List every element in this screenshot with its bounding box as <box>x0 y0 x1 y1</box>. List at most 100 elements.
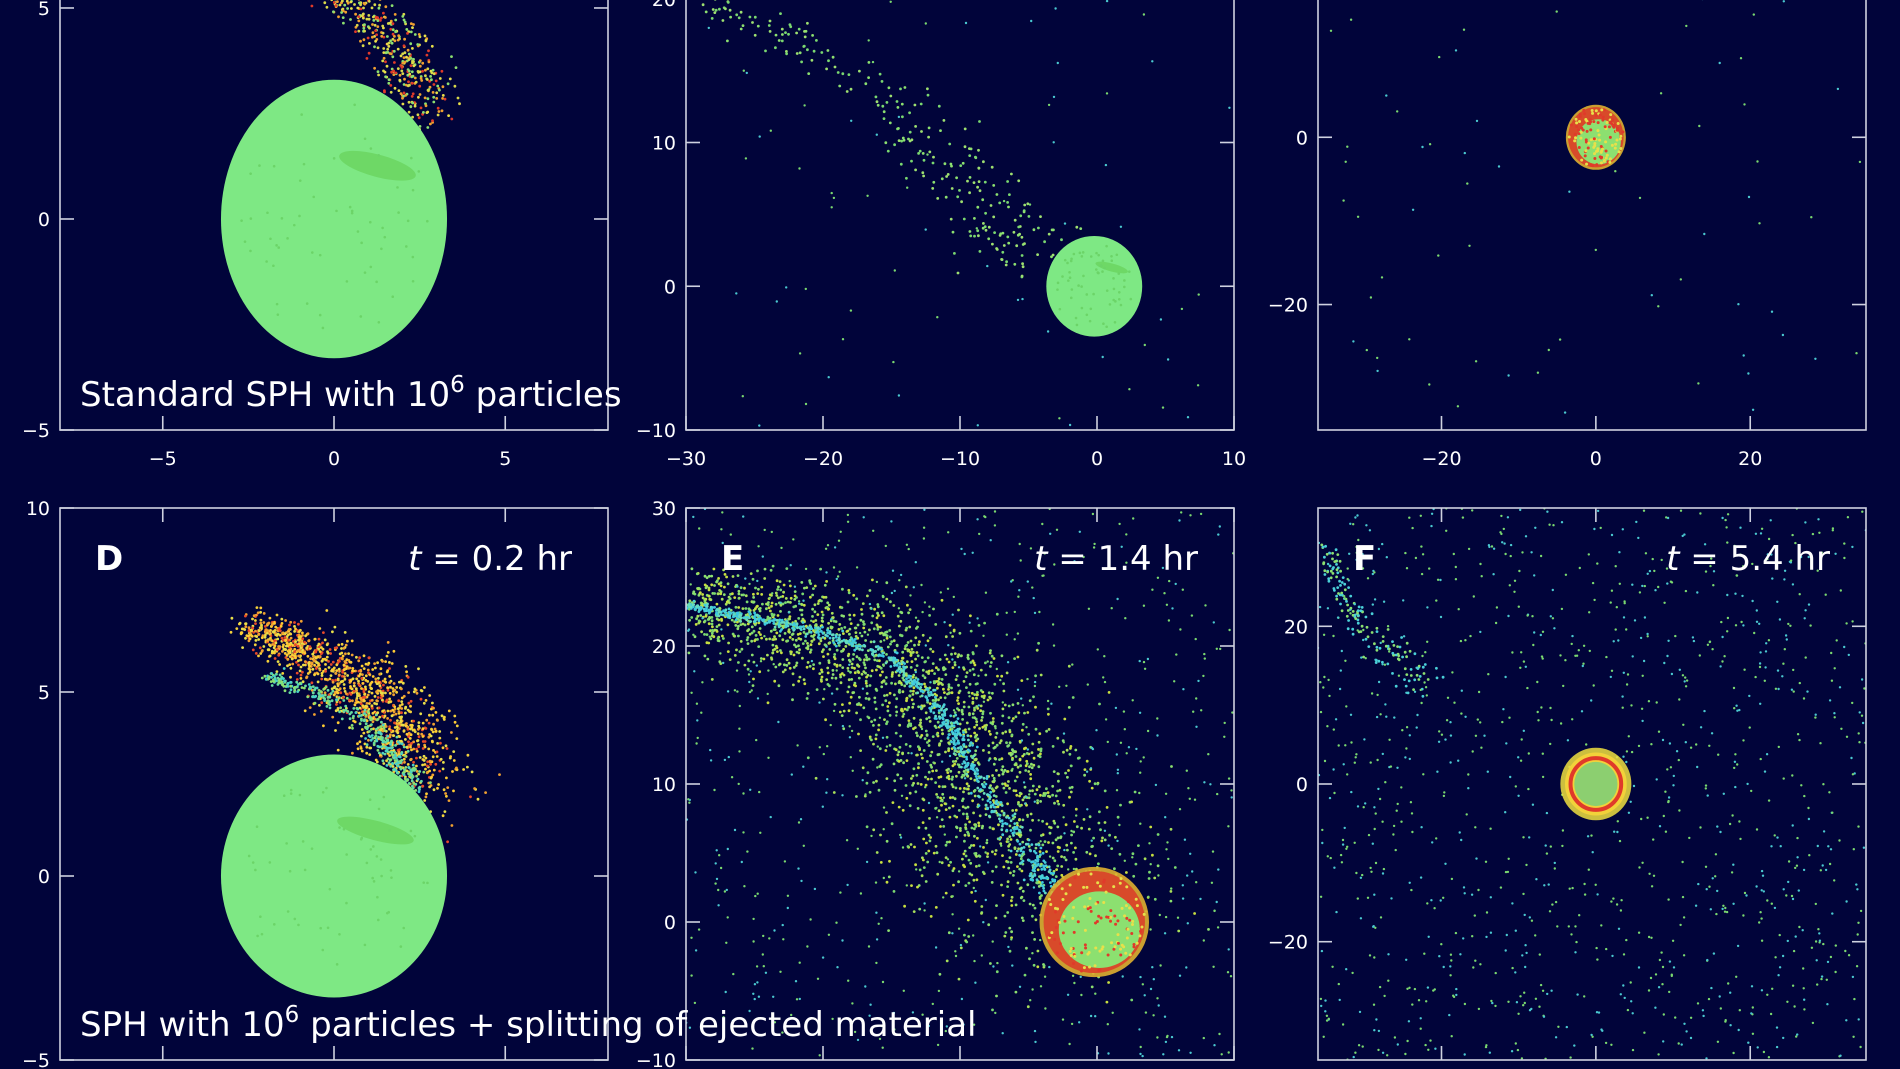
particle <box>1072 252 1076 256</box>
particle <box>303 709 307 713</box>
particle <box>947 683 951 687</box>
particle <box>739 586 743 590</box>
particle <box>342 699 346 702</box>
particle <box>834 676 838 680</box>
particle <box>828 641 832 645</box>
particle <box>1043 240 1046 244</box>
particle <box>1020 679 1024 682</box>
particle <box>1097 862 1100 866</box>
particle <box>306 695 310 699</box>
particle <box>666 600 669 603</box>
particle <box>947 931 951 935</box>
particle <box>940 803 943 807</box>
particle <box>249 217 253 220</box>
particle <box>1038 755 1042 759</box>
particle <box>336 678 340 682</box>
particle <box>1021 919 1025 922</box>
particle <box>1043 840 1047 843</box>
particle <box>1070 833 1073 837</box>
particle <box>345 901 348 905</box>
particle <box>960 710 964 714</box>
particle <box>1112 287 1116 291</box>
particle <box>251 861 255 864</box>
particle <box>1053 859 1057 863</box>
x-tick-label: 0 <box>1091 448 1103 470</box>
particle <box>1507 374 1510 377</box>
particle <box>388 727 391 731</box>
particle <box>1118 291 1121 294</box>
particle <box>852 593 856 597</box>
particle <box>658 593 661 596</box>
particle <box>436 742 439 745</box>
particle <box>919 718 922 722</box>
particle <box>357 714 361 718</box>
particle <box>996 674 999 678</box>
particle <box>798 675 802 679</box>
particle <box>447 709 451 713</box>
particle <box>1132 874 1136 878</box>
particle <box>735 648 738 652</box>
particle <box>377 73 380 77</box>
particle <box>445 747 449 750</box>
particle <box>1123 285 1126 289</box>
particle <box>1228 106 1231 110</box>
particle <box>1004 730 1008 734</box>
particle <box>408 72 412 76</box>
particle <box>882 117 886 120</box>
particle <box>391 22 395 26</box>
particle <box>710 574 714 578</box>
particle <box>411 784 414 788</box>
particle <box>292 640 295 643</box>
particle <box>452 759 456 762</box>
particle <box>421 61 425 65</box>
particle <box>323 638 327 642</box>
particle <box>810 58 814 62</box>
particle <box>765 607 768 611</box>
particle <box>299 619 303 623</box>
particle <box>408 774 412 777</box>
particle <box>855 703 859 706</box>
particle <box>866 594 869 598</box>
particle <box>973 794 977 798</box>
particle <box>945 657 949 661</box>
particle <box>330 669 333 673</box>
particle <box>690 616 694 619</box>
particle <box>318 695 322 698</box>
particle <box>1169 899 1173 903</box>
particle <box>419 697 423 701</box>
particle <box>318 627 322 630</box>
particle <box>302 663 305 667</box>
particle <box>282 794 286 798</box>
particle <box>659 617 662 620</box>
particle <box>1462 28 1466 31</box>
particle <box>677 608 680 611</box>
particle <box>453 84 457 88</box>
particle <box>321 791 325 794</box>
particle <box>804 287 807 291</box>
particle <box>1014 763 1018 767</box>
particle <box>977 148 980 152</box>
particle <box>696 587 700 591</box>
particle <box>355 677 359 681</box>
particle <box>953 661 957 664</box>
particle <box>410 776 414 780</box>
particle <box>777 39 781 42</box>
particle <box>436 719 439 722</box>
particle <box>278 633 282 637</box>
particle <box>713 584 716 587</box>
particle <box>917 152 920 155</box>
particle <box>906 845 910 848</box>
particle <box>466 765 469 769</box>
particle <box>254 622 257 625</box>
particle <box>726 623 730 627</box>
particle <box>317 691 321 695</box>
particle <box>923 682 926 686</box>
particle <box>1054 7 1057 10</box>
particle <box>1032 963 1036 967</box>
particle <box>699 614 703 617</box>
particle <box>710 17 714 20</box>
particle <box>1116 815 1120 819</box>
particle <box>895 710 899 714</box>
particle <box>348 691 352 695</box>
particle <box>1015 244 1019 248</box>
